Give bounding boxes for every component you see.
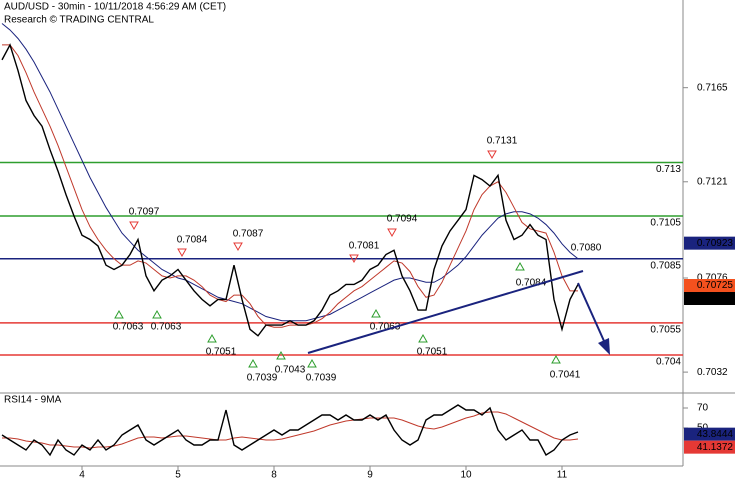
y-tick-label: 70 [697, 403, 709, 414]
price-tag-label: 0.70725 [697, 280, 734, 291]
high-marker [387, 228, 397, 238]
annotation-label: 0.7063 [370, 322, 401, 333]
chart-subtitle: Research © TRADING CENTRAL [4, 15, 154, 26]
low-marker [418, 333, 428, 343]
high-marker [233, 242, 243, 252]
low-marker [207, 333, 217, 343]
annotation-label: 0.7097 [129, 207, 160, 218]
chart-title: AUD/USD - 30min - 10/11/2018 4:56:29 AM … [4, 2, 226, 13]
price-tag [684, 427, 735, 441]
low-marker [114, 309, 124, 319]
level-label: 0.704 [656, 357, 681, 368]
high-marker [177, 248, 187, 258]
series-line [1, 404, 579, 457]
y-tick-label: 0.7121 [697, 176, 728, 187]
level-label: 0.7085 [650, 260, 681, 271]
high-marker [487, 150, 497, 160]
annotation-label: 0.7039 [306, 373, 337, 384]
annotation-label: 0.7043 [275, 365, 306, 376]
low-marker [551, 354, 561, 364]
x-tick-label: 10 [460, 470, 472, 480]
annotation-label: 0.7063 [113, 322, 144, 333]
series-line [1, 43, 579, 337]
x-tick-label: 5 [175, 470, 181, 480]
price-tag-label: 41.1372 [697, 442, 734, 453]
annotation-label: 0.7051 [206, 347, 237, 358]
annotation-label: 0.7087 [233, 229, 264, 240]
annotation-label: 0.7094 [387, 214, 418, 225]
plot-layer: 0.7165 0.7121 0.7076 0.7032 0.713 0.7105 0.708… [0, 23, 735, 480]
level-label: 0.7055 [650, 325, 681, 336]
annotation-label: 0.7063 [151, 322, 182, 333]
y-tick-label: 0.7032 [697, 367, 728, 378]
low-marker [307, 358, 317, 368]
y-tick-label: 0.7076 [697, 273, 728, 284]
price-tag-label: 0.70923 [697, 238, 734, 249]
x-tick-label: 9 [367, 470, 373, 480]
low-marker [152, 309, 162, 319]
x-tick-label: 11 [557, 470, 568, 480]
price-tag [684, 278, 735, 292]
price-tag-label: 0.707 [708, 293, 733, 304]
annotation-label: 0.7084 [516, 278, 547, 289]
price-tag-label: 43.8444 [697, 429, 734, 440]
level-label: 0.713 [656, 164, 681, 175]
low-marker [276, 350, 286, 360]
high-marker [129, 221, 139, 231]
annotation-label: 0.7041 [550, 370, 581, 381]
x-tick-label: 8 [271, 470, 277, 480]
annotation-label: 0.7131 [487, 136, 518, 147]
series-line [2, 44, 578, 328]
annotation-label: 0.7080 [571, 243, 602, 254]
annotation-label: 0.7084 [177, 235, 208, 246]
arrow-head [598, 338, 610, 355]
annotation-label: 0.7051 [417, 347, 448, 358]
low-marker [371, 308, 381, 318]
low-marker [515, 261, 525, 271]
price-tag [684, 236, 735, 250]
rsi-title: RSI14 - 9MA [4, 395, 62, 406]
low-marker [248, 358, 258, 368]
y-tick-label: 0.7165 [697, 82, 728, 93]
forecast-arrow [577, 282, 605, 342]
annotation-label: 0.7081 [349, 241, 380, 252]
price-tag [684, 291, 735, 305]
trend-line [307, 270, 584, 354]
price-tag [684, 440, 735, 454]
annotation-label: 0.7039 [247, 373, 278, 384]
x-tick-label: 4 [79, 470, 85, 480]
high-marker [349, 254, 359, 264]
level-label: 0.7105 [650, 218, 681, 229]
series-line [2, 411, 579, 449]
